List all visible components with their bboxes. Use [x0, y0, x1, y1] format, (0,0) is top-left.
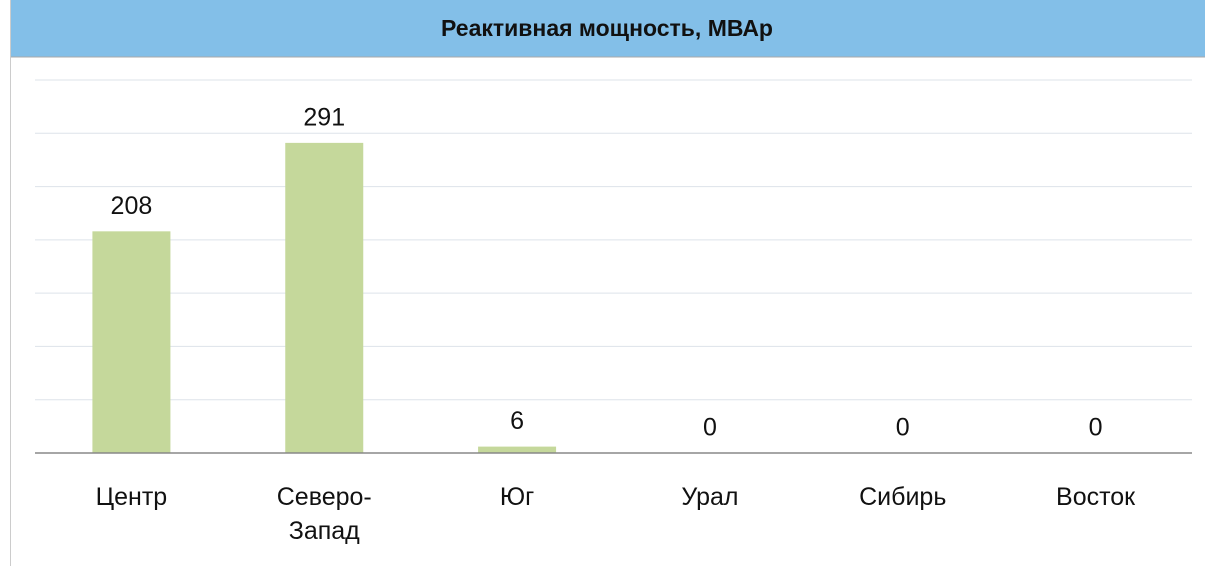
data-label: 0: [1089, 414, 1103, 442]
data-label: 6: [510, 407, 524, 435]
data-label: 0: [703, 414, 717, 442]
chart-title: Реактивная мощность, МВАр: [441, 15, 773, 41]
x-tick-label: Восток: [1056, 483, 1136, 511]
title-bar: [10, 0, 1205, 57]
bar: [478, 446, 557, 453]
x-tick-label: Урал: [681, 483, 739, 511]
x-tick-label: Сибирь: [859, 483, 947, 511]
bar: [92, 231, 171, 453]
data-label: 291: [303, 103, 345, 131]
data-label: 0: [896, 414, 910, 442]
bar: [285, 142, 364, 453]
x-tick-label: Юг: [499, 483, 535, 511]
data-label: 208: [111, 192, 153, 220]
x-tick-label: Северо-Запад: [276, 483, 372, 545]
x-tick-label: Центр: [95, 483, 168, 511]
